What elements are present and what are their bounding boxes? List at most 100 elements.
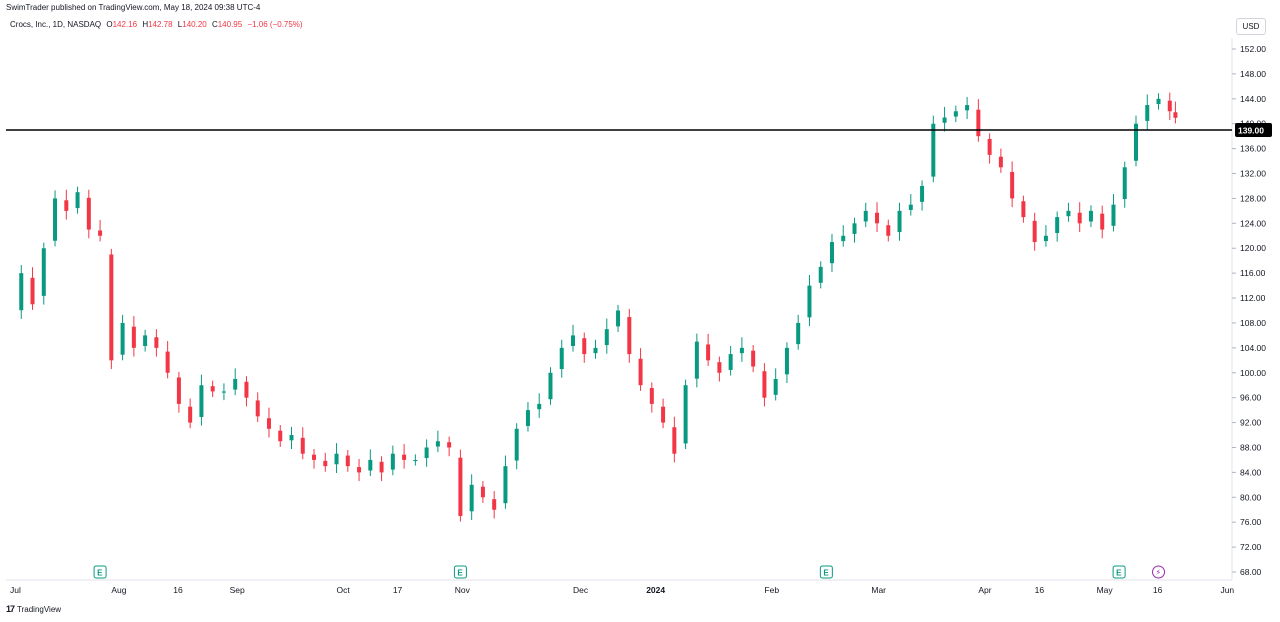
candle-body	[413, 459, 418, 462]
candle-body	[289, 435, 294, 441]
candle-body	[796, 322, 801, 345]
candle-body	[818, 266, 823, 283]
high-value: 142.78	[148, 20, 173, 29]
currency-button[interactable]: USD	[1236, 18, 1266, 35]
candle-body	[762, 371, 767, 398]
x-tick-label: 2024	[646, 585, 665, 595]
tradingview-brand: 17 TradingView	[6, 604, 61, 614]
candle-body	[852, 223, 857, 234]
x-tick-label: May	[1097, 585, 1114, 595]
candle-body	[841, 235, 846, 242]
x-tick-label: Apr	[978, 585, 991, 595]
x-tick-label: 17	[393, 585, 403, 595]
candle-body	[649, 388, 654, 404]
symbol-legend: Crocs, Inc., 1D, NASDAQ O142.16 H142.78 …	[10, 20, 306, 29]
y-tick-label: 128.00	[1240, 193, 1266, 203]
open-value: 142.16	[112, 20, 138, 29]
candle-body	[469, 484, 474, 512]
candle-body	[559, 347, 564, 370]
candle-body	[379, 461, 384, 473]
close-label: C	[211, 20, 218, 29]
candle-body	[1021, 201, 1026, 218]
candle-body	[1088, 210, 1093, 222]
candle-body	[1145, 105, 1150, 121]
close-value: 140.95	[217, 20, 243, 29]
candle-body	[886, 225, 891, 236]
y-tick-label: 80.00	[1240, 492, 1262, 502]
candle-body	[1077, 212, 1082, 224]
candle-body	[244, 381, 249, 398]
level-price-label: 139.00	[1238, 125, 1264, 135]
ohlc-low: L140.20	[178, 20, 207, 29]
y-tick-label: 104.00	[1240, 343, 1266, 353]
candle-body	[1167, 100, 1172, 112]
high-label: H	[142, 20, 149, 29]
earnings-marker-icon	[453, 565, 467, 579]
candle-body	[19, 273, 24, 311]
tradingview-logo-icon: 17	[6, 604, 15, 614]
candle-body	[875, 212, 880, 224]
candle-body	[908, 204, 913, 210]
candle-body	[492, 499, 497, 510]
y-tick-label: 100.00	[1240, 368, 1266, 378]
earnings-label: E	[97, 569, 103, 578]
y-tick-label: 84.00	[1240, 467, 1262, 477]
x-tick-label: 16	[173, 585, 183, 595]
x-tick-label: Sep	[230, 585, 245, 595]
y-tick-label: 124.00	[1240, 218, 1266, 228]
candle-body	[863, 210, 868, 222]
y-tick-label: 92.00	[1240, 418, 1262, 428]
earnings-marker-icon	[93, 565, 107, 579]
earnings-label: E	[457, 569, 463, 578]
candle-body	[458, 457, 463, 516]
candle-body	[829, 242, 834, 264]
earnings-label: E	[823, 569, 829, 578]
low-value: 140.20	[182, 20, 207, 29]
candle-body	[953, 111, 958, 117]
candle-body	[1055, 217, 1060, 233]
candle-body	[728, 354, 733, 370]
candle-body	[942, 117, 947, 123]
candle-body	[334, 453, 339, 465]
candle-body	[64, 200, 69, 211]
candle-body	[739, 347, 744, 354]
candle-body	[266, 418, 271, 429]
candle-body	[1156, 98, 1161, 105]
symbol-title: Crocs, Inc., 1D, NASDAQ	[10, 20, 102, 29]
candle-body	[1111, 204, 1116, 226]
candle-body	[255, 400, 260, 417]
candle-body	[176, 377, 181, 404]
candle-body	[604, 329, 609, 346]
brand-name: TradingView	[17, 604, 62, 614]
y-tick-label: 144.00	[1240, 94, 1266, 104]
y-tick-label: 108.00	[1240, 318, 1266, 328]
candle-body	[1066, 210, 1071, 217]
candle-body	[987, 138, 992, 155]
y-tick-label: 112.00	[1240, 293, 1266, 303]
candle-body	[120, 322, 125, 355]
candle-body	[131, 326, 136, 348]
dividend-label: ⚡	[1156, 568, 1162, 577]
candle-body	[480, 486, 485, 498]
candle-body	[537, 403, 542, 410]
candle-body	[965, 105, 970, 111]
candle-body	[503, 466, 508, 504]
candle-body	[627, 317, 632, 355]
candle-body	[976, 109, 981, 137]
candle-body	[165, 351, 170, 373]
candle-body	[210, 386, 215, 392]
candle-body	[672, 427, 677, 454]
dividend-marker-icon	[1152, 565, 1166, 579]
x-tick-label: Oct	[337, 585, 351, 595]
candle-body	[1032, 220, 1037, 243]
x-tick-label: Aug	[111, 585, 126, 595]
candle-body	[199, 385, 204, 417]
x-tick-label: Jun	[1220, 585, 1234, 595]
candle-body	[784, 347, 789, 375]
candle-body	[751, 350, 756, 367]
candle-body	[323, 460, 328, 467]
candle-body	[221, 391, 226, 393]
candle-body	[233, 378, 238, 390]
ohlc-high: H142.78	[142, 20, 172, 29]
